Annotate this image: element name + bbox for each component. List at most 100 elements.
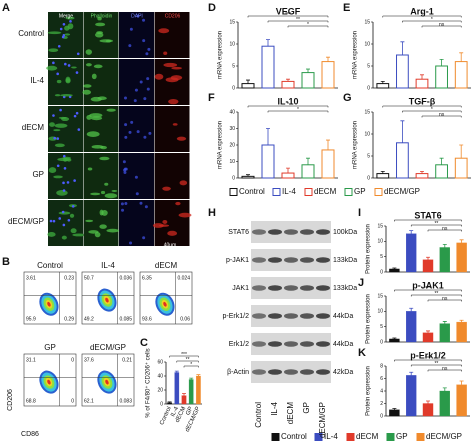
lane-label: IL-4 <box>270 401 279 415</box>
nucleus <box>64 62 67 66</box>
bar <box>167 402 172 405</box>
bar <box>415 173 429 179</box>
sig-bracket <box>247 15 329 18</box>
sig-bracket <box>287 25 329 28</box>
blot-band <box>268 257 282 263</box>
column-label: Merge <box>59 13 73 19</box>
sig-bracket <box>427 299 462 302</box>
y-tick-label: 15 <box>377 293 383 299</box>
legend-label: IL-4 <box>282 187 296 196</box>
cell-shape <box>136 14 140 18</box>
nucleus <box>53 136 56 140</box>
y-tick-label: 40 <box>229 109 235 115</box>
sig-label: * <box>307 22 309 28</box>
quadrant-value: 0.06 <box>180 316 190 322</box>
bar <box>389 268 400 273</box>
nucleus <box>49 219 53 223</box>
bar <box>406 233 417 273</box>
chart-title: TGF-β <box>409 96 436 106</box>
bar <box>281 172 295 179</box>
sig-bracket <box>421 115 462 118</box>
bar <box>389 409 400 417</box>
quadrant-value: 50.7 <box>84 275 94 281</box>
nucleus <box>56 137 60 140</box>
blot-band <box>252 285 266 291</box>
cell-shape <box>128 44 132 48</box>
sig-bracket <box>427 369 462 372</box>
error-bar <box>439 59 444 66</box>
row-label: dECM/GP <box>8 217 44 226</box>
cell-shape <box>147 47 151 51</box>
bar <box>188 379 194 405</box>
chart-title: IL-10 <box>277 96 298 106</box>
blot-band <box>284 285 298 291</box>
cell-shape <box>64 33 71 36</box>
nucleus <box>62 181 65 185</box>
panel-label: J <box>358 277 364 289</box>
error-bar <box>459 239 464 243</box>
cell-shape <box>142 18 146 22</box>
blot-band <box>300 313 314 319</box>
band-name: JAK1 <box>232 285 249 292</box>
cell-shape <box>123 96 127 100</box>
image-cell <box>154 12 190 58</box>
panel-label: C <box>140 337 148 349</box>
cell-shape <box>72 233 86 237</box>
cell-shape <box>122 160 126 164</box>
y-axis-label: % of F4/80⁺ CD206⁺ cells <box>145 348 152 417</box>
y-tick-label: 15 <box>377 223 383 229</box>
legend-label: Control <box>281 432 307 441</box>
blot-band <box>300 341 314 347</box>
blot-band <box>316 369 330 375</box>
lane-label: Control <box>254 402 263 428</box>
y-tick-label: 20 <box>229 142 235 148</box>
sig-label: ** <box>434 361 438 367</box>
quadrant-value: 62.1 <box>84 398 94 404</box>
flow-density <box>47 379 51 385</box>
y-tick-label: 10 <box>229 159 235 165</box>
bar <box>439 323 450 343</box>
y-tick-label: 30 <box>229 126 235 132</box>
cell-shape <box>106 228 120 233</box>
legend-label: dECM <box>314 187 337 196</box>
cell-shape <box>49 122 55 127</box>
cell-shape <box>85 219 94 223</box>
blot-band <box>252 369 266 375</box>
blot-band <box>284 341 298 347</box>
cell-shape <box>56 79 62 84</box>
error-bar <box>420 171 424 174</box>
legend-swatch <box>416 433 425 441</box>
row-label: IL-4 <box>30 76 44 85</box>
cell-shape <box>82 89 92 95</box>
blot-band <box>300 257 314 263</box>
y-tick-label: 5 <box>380 324 383 330</box>
legend-swatch <box>346 433 355 441</box>
cell-shape <box>152 223 164 228</box>
cell-shape <box>175 201 181 206</box>
error-bar <box>286 78 290 82</box>
nucleus <box>73 114 77 118</box>
bar <box>181 395 187 405</box>
sig-bracket <box>176 360 199 363</box>
y-axis-label: Protein expression <box>366 224 372 274</box>
sig-label: ** <box>434 221 438 227</box>
bar <box>261 45 275 89</box>
cell-shape <box>47 232 56 237</box>
legend-swatch <box>344 188 353 196</box>
cell-shape <box>47 31 62 35</box>
sig-label: ns <box>439 22 445 28</box>
error-bar <box>380 171 385 174</box>
y-tick-label: 0 <box>380 269 383 275</box>
flow-density <box>163 301 167 307</box>
cell-shape <box>124 202 128 206</box>
cell-shape <box>93 64 103 69</box>
cell-shape <box>139 201 143 205</box>
y-tick-label: 10 <box>229 41 235 47</box>
bar <box>456 384 467 417</box>
y-tick-label: 60 <box>157 359 163 365</box>
error-bar <box>196 374 201 376</box>
y-tick-label: 8 <box>380 363 383 369</box>
cell-shape <box>104 182 109 186</box>
bar <box>435 164 448 179</box>
error-bar <box>246 174 250 177</box>
